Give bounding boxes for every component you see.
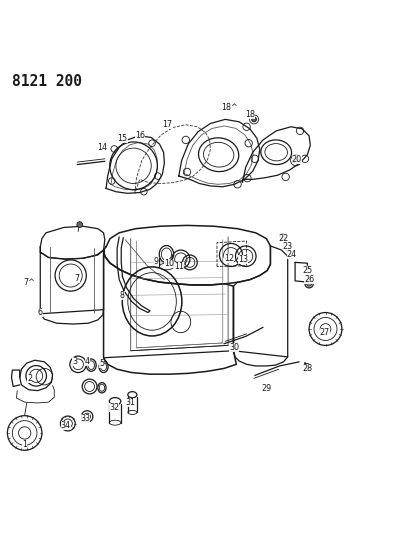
Text: 7^: 7^	[24, 278, 35, 287]
Text: 1: 1	[22, 440, 27, 449]
Text: 9: 9	[154, 257, 159, 266]
Text: 7: 7	[75, 274, 80, 284]
Text: 18: 18	[245, 110, 255, 119]
Text: 33: 33	[81, 414, 90, 423]
Text: 11: 11	[174, 262, 184, 271]
Text: 22: 22	[279, 234, 289, 243]
Text: 29: 29	[261, 384, 271, 393]
Text: 27: 27	[320, 328, 330, 337]
Text: 8121 200: 8121 200	[12, 74, 82, 89]
Text: 30: 30	[229, 343, 239, 352]
Text: 34: 34	[61, 422, 71, 431]
Text: 14: 14	[97, 143, 107, 152]
Text: 28: 28	[302, 364, 312, 373]
Circle shape	[280, 234, 286, 240]
Text: 32: 32	[109, 402, 119, 411]
Circle shape	[293, 158, 299, 163]
Text: 17: 17	[163, 120, 173, 129]
Text: 10: 10	[164, 259, 174, 268]
Text: 12: 12	[224, 254, 234, 263]
Text: 3: 3	[72, 357, 77, 366]
Text: 8: 8	[120, 291, 125, 300]
Text: 6: 6	[38, 308, 43, 317]
Circle shape	[77, 222, 83, 228]
Text: 20: 20	[292, 155, 302, 164]
Text: 13: 13	[238, 255, 248, 264]
Text: 25: 25	[302, 266, 312, 275]
Text: 26: 26	[304, 275, 314, 284]
Text: 16: 16	[135, 131, 145, 140]
Text: 4: 4	[85, 357, 90, 366]
Text: 18^: 18^	[221, 102, 238, 111]
Text: 23: 23	[283, 243, 293, 251]
Text: 24: 24	[287, 251, 297, 260]
Circle shape	[252, 117, 256, 122]
Text: 15: 15	[118, 134, 127, 143]
Circle shape	[307, 281, 312, 286]
Text: 5: 5	[99, 359, 104, 368]
Text: 2: 2	[27, 374, 32, 383]
Text: 31: 31	[126, 398, 136, 407]
